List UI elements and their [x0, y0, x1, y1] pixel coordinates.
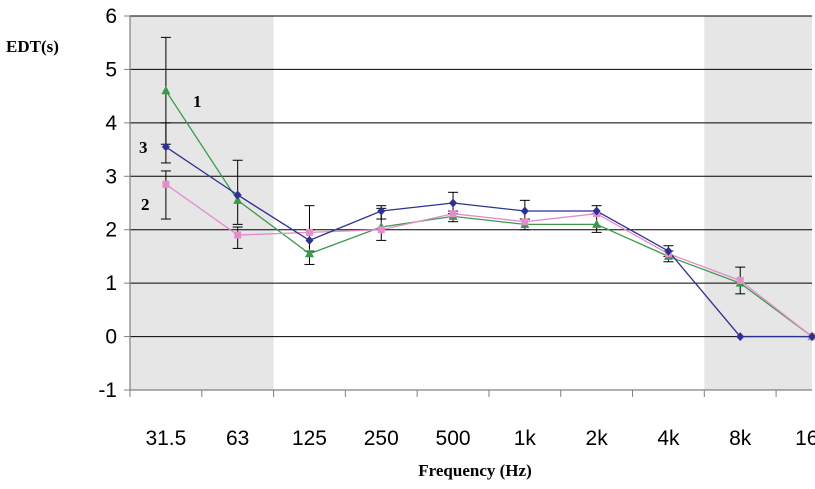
x-tick-label-4k: 4k [657, 427, 680, 450]
series-markers [161, 85, 815, 342]
marker-series-3-63 [233, 190, 242, 200]
marker-series-3-8k [736, 332, 745, 342]
marker-series-3-125 [305, 235, 314, 245]
marker-series-2-8k [736, 276, 744, 284]
y-tick-label: 5 [105, 58, 117, 81]
y-tick-label: 3 [105, 165, 117, 188]
shaded-band-0 [130, 16, 274, 390]
series-label-3: 3 [139, 138, 148, 157]
x-tick-label-500: 500 [436, 427, 471, 450]
marker-series-1-31.5 [161, 85, 171, 95]
marker-series-1-63 [233, 195, 243, 204]
y-tick-label: 4 [105, 112, 117, 135]
marker-series-1-125 [304, 248, 314, 258]
marker-series-3-2k [592, 206, 601, 216]
y-tick-label: 0 [105, 326, 117, 349]
marker-series-3-4k [664, 246, 673, 256]
series-label-2: 2 [141, 195, 150, 214]
shaded-bands [130, 16, 812, 390]
y-tick-label: 2 [105, 219, 117, 242]
y-tick-label: -1 [98, 379, 117, 402]
x-tick-label-16k: 16k [795, 427, 815, 450]
grid-lines [130, 15, 812, 338]
marker-series-2-1k [521, 218, 529, 226]
x-tick-label-125: 125 [292, 427, 327, 450]
x-tick-label-2k: 2k [586, 427, 609, 450]
marker-series-3-500 [449, 198, 458, 208]
x-tick-label-1k: 1k [514, 427, 537, 450]
y-tick-labels: -1 0 1 2 3 4 5 6 [98, 5, 117, 402]
series-label-1: 1 [193, 92, 202, 111]
axes [124, 15, 812, 397]
y-axis-title: EDT(s) [6, 37, 59, 56]
x-tick-labels: 31.5 63 125 250 500 1k 2k 4k 8k 16k [145, 427, 815, 450]
marker-series-1-2k [592, 219, 602, 228]
marker-series-3-1k [520, 206, 529, 216]
marker-series-3-16k [808, 332, 815, 342]
series-line-1 [165, 90, 813, 338]
x-tick-label-31.5: 31.5 [145, 427, 186, 450]
shaded-band-1 [704, 16, 812, 390]
marker-series-3-31.5 [161, 142, 170, 152]
x-tick-label-63: 63 [226, 427, 249, 450]
y-tick-label: 1 [105, 272, 117, 295]
series-labels: 1 2 3 [139, 92, 202, 214]
marker-series-2-250 [377, 226, 385, 234]
marker-series-2-31.5 [162, 180, 170, 188]
x-tick-label-250: 250 [364, 427, 399, 450]
x-tick-label-8k: 8k [729, 427, 752, 450]
series-lines [165, 90, 813, 338]
series-line-2 [165, 183, 813, 338]
x-axis-title: Frequency (Hz) [418, 461, 531, 480]
marker-series-2-125 [305, 228, 313, 236]
marker-series-2-63 [234, 231, 242, 239]
y-tick-label: 6 [105, 5, 117, 28]
marker-series-3-250 [377, 206, 386, 216]
marker-series-2-500 [449, 210, 457, 218]
series-line-3 [165, 146, 812, 338]
